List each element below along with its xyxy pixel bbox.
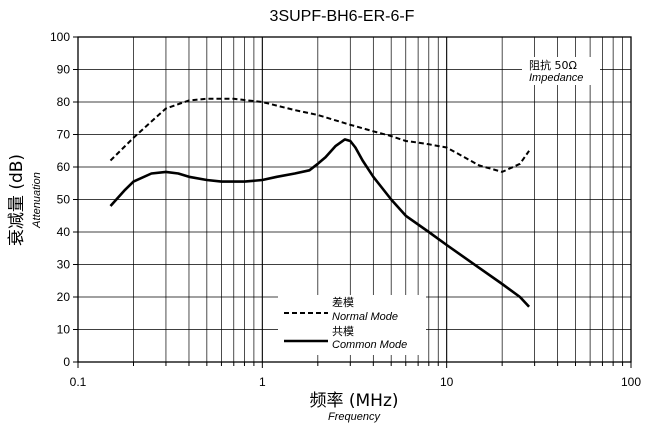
y-tick-label: 40 <box>57 225 71 239</box>
x-tick-label: 1 <box>259 375 266 389</box>
impedance-note-en: Impedance <box>529 72 583 84</box>
y-tick-label: 70 <box>57 128 71 142</box>
y-tick-label: 80 <box>57 95 71 109</box>
series-line-normal-mode <box>109 97 530 173</box>
y-axis-label-zh: 衰减量 (dB) <box>7 154 27 246</box>
y-tick-label: 50 <box>57 193 71 207</box>
legend-label-common-en: Common Mode <box>332 339 407 351</box>
x-axis-ticks: 0.1 1 10 100 <box>70 362 641 389</box>
series-line-common-mode <box>109 138 531 308</box>
impedance-note-box <box>522 57 600 85</box>
y-tick-label: 0 <box>63 355 70 369</box>
chart-title: 3SUPF-BH6-ER-6-F <box>270 8 415 25</box>
legend: 差模 Normal Mode 共模 Common Mode <box>278 295 426 355</box>
plot-frame <box>77 36 632 363</box>
legend-background <box>278 295 426 355</box>
x-axis-label-en: Frequency <box>328 411 381 423</box>
y-tick-label: 30 <box>57 258 71 272</box>
legend-label-common-zh: 共模 <box>332 325 354 338</box>
impedance-note-zh: 阻抗 50Ω <box>529 58 577 72</box>
y-tick-label: 60 <box>57 160 71 174</box>
x-axis-label-zh: 频率 (MHz) <box>309 391 398 411</box>
x-tick-label: 0.1 <box>70 375 87 389</box>
legend-label-normal-en: Normal Mode <box>332 311 398 323</box>
y-axis-label-en: Attenuation <box>31 172 43 229</box>
legend-label-normal-zh: 差模 <box>332 295 354 309</box>
series-layer <box>109 97 531 308</box>
x-tick-label: 10 <box>440 375 454 389</box>
y-tick-label: 10 <box>57 323 71 337</box>
x-tick-label: 100 <box>621 375 641 389</box>
y-tick-label: 100 <box>50 30 70 44</box>
y-tick-label: 90 <box>57 63 71 77</box>
y-axis-ticks: 0 10 20 30 40 50 60 70 80 90 100 <box>50 30 78 369</box>
y-tick-label: 20 <box>57 290 71 304</box>
